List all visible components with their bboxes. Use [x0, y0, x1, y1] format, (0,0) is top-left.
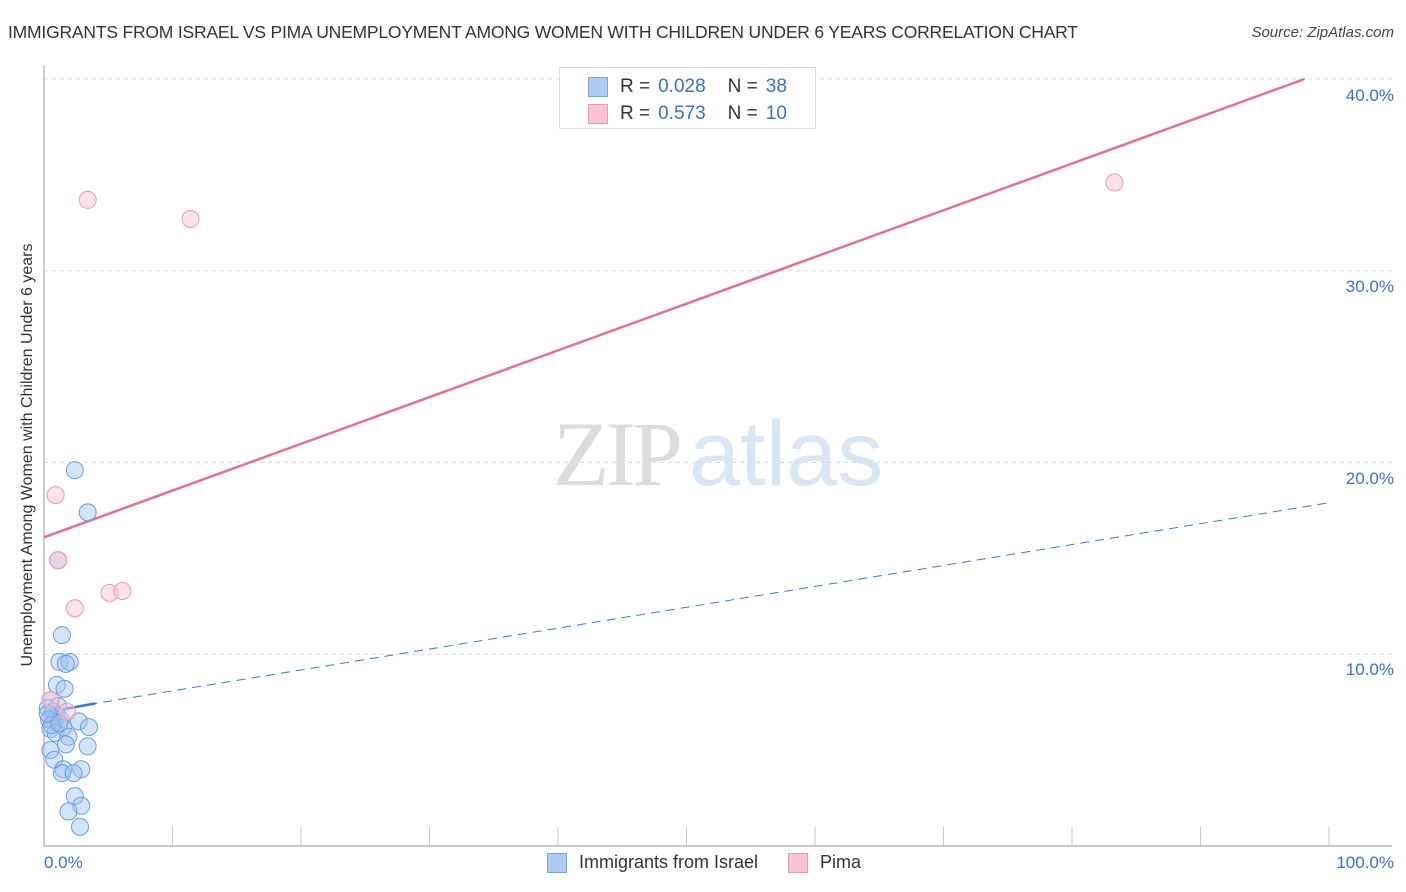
source-label: Source: ZipAtlas.com — [1251, 24, 1394, 41]
point-pima — [181, 209, 200, 228]
y-tick-10: 10.0% — [1345, 660, 1394, 679]
data-points — [38, 173, 1124, 836]
legend-row-pima: R = 0.573 N = 10 — [588, 102, 787, 126]
point-israel — [50, 652, 69, 671]
point-israel — [64, 764, 83, 783]
watermark: ZIP atlas — [553, 408, 883, 500]
trendline-pima — [43, 77, 1306, 539]
point-israel — [56, 735, 75, 754]
point-pima — [78, 190, 97, 209]
legend-swatch-pink — [788, 852, 809, 873]
point-pima — [49, 551, 68, 570]
point-israel — [70, 817, 89, 836]
point-israel — [79, 718, 98, 737]
point-pima — [1105, 173, 1124, 192]
point-pima — [65, 599, 84, 618]
point-pima — [113, 581, 132, 600]
point-israel — [45, 750, 64, 769]
point-israel — [41, 741, 60, 760]
series-legend: Immigrants from Israel Pima — [547, 852, 891, 873]
point-israel — [56, 654, 75, 673]
y-axis-label: Unemployment Among Women with Children U… — [19, 243, 36, 667]
legend-label-pima: Pima — [820, 852, 862, 872]
point-pima — [46, 486, 65, 505]
y-tick-30: 30.0% — [1345, 277, 1394, 296]
legend-r-value: 0.573 — [658, 103, 706, 124]
legend-swatch-blue — [547, 852, 567, 873]
x-tick-right: 100.0% — [1336, 853, 1394, 872]
point-israel — [55, 679, 74, 698]
y-tick-20: 20.0% — [1345, 469, 1394, 488]
legend-swatch-blue — [588, 77, 608, 97]
watermark-zip: ZIP — [553, 403, 683, 505]
point-israel — [59, 802, 78, 821]
point-israel — [78, 737, 97, 756]
legend-r-value: 0.028 — [658, 76, 706, 97]
legend-n-value: 10 — [765, 103, 787, 124]
point-pima — [58, 702, 77, 721]
point-pima — [41, 691, 60, 710]
axes — [43, 66, 1392, 847]
legend-item-israel[interactable]: Immigrants from Israel — [547, 852, 758, 873]
legend-r-label: R = — [620, 76, 651, 97]
x-tick-left: 0.0% — [44, 853, 83, 872]
legend-row-israel: R = 0.028 N = 38 — [588, 75, 787, 99]
correlation-legend: R = 0.028 N = 38 R = 0.573 N = 10 — [559, 67, 816, 129]
legend-n-value: 38 — [765, 76, 787, 97]
y-tick-40: 40.0% — [1345, 86, 1394, 105]
legend-item-pima[interactable]: Pima — [788, 852, 861, 873]
legend-swatch-pink — [588, 104, 608, 124]
point-israel — [65, 461, 84, 480]
point-israel — [52, 626, 71, 645]
point-israel — [42, 716, 61, 735]
legend-r-label: R = — [620, 103, 651, 124]
watermark-atlas: atlas — [689, 403, 884, 505]
gridlines — [44, 78, 1392, 655]
point-israel — [78, 503, 97, 522]
chart-title: IMMIGRANTS FROM ISRAEL VS PIMA UNEMPLOYM… — [8, 22, 1078, 42]
point-israel — [65, 787, 84, 806]
legend-label-israel: Immigrants from Israel — [579, 852, 759, 872]
trendlines — [43, 77, 1330, 715]
trendline-israel — [43, 502, 1330, 713]
legend-n-label: N = — [727, 103, 758, 124]
legend-n-label: N = — [727, 76, 758, 97]
